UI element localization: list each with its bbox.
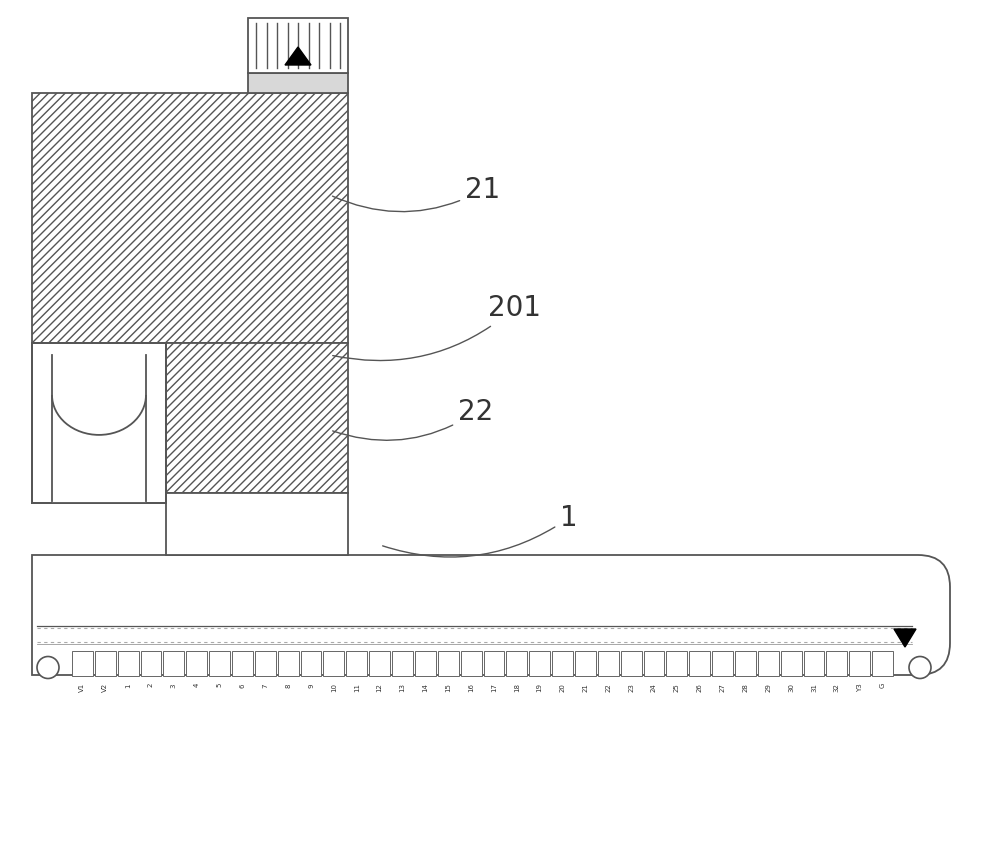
Bar — [552, 651, 573, 676]
Bar — [369, 651, 390, 676]
Bar — [95, 651, 116, 676]
Bar — [461, 651, 482, 676]
Text: 11: 11 — [354, 683, 360, 692]
Bar — [301, 651, 321, 676]
Bar — [209, 651, 230, 676]
Bar — [166, 343, 348, 493]
Bar — [186, 651, 207, 676]
Text: 25: 25 — [674, 683, 680, 692]
Text: 9: 9 — [308, 683, 314, 688]
Bar — [849, 651, 870, 676]
Bar — [32, 343, 166, 503]
Bar — [141, 651, 161, 676]
Text: 8: 8 — [285, 683, 291, 688]
Text: 1: 1 — [383, 504, 578, 557]
Text: 21: 21 — [333, 176, 500, 211]
Text: 29: 29 — [765, 683, 771, 692]
Text: 17: 17 — [491, 683, 497, 692]
Text: 19: 19 — [537, 683, 543, 692]
Text: Y3: Y3 — [857, 683, 863, 692]
Bar — [255, 651, 276, 676]
Bar — [438, 651, 459, 676]
Text: 2: 2 — [148, 683, 154, 687]
Text: 13: 13 — [399, 683, 405, 692]
Text: V2: V2 — [102, 683, 108, 692]
Bar — [712, 651, 733, 676]
Text: 16: 16 — [468, 683, 474, 692]
Text: 24: 24 — [651, 683, 657, 692]
Text: 18: 18 — [514, 683, 520, 692]
Text: 30: 30 — [788, 683, 794, 692]
Bar — [163, 651, 184, 676]
Text: 23: 23 — [628, 683, 634, 692]
Text: 7: 7 — [262, 683, 268, 688]
Bar — [346, 651, 367, 676]
PathPatch shape — [32, 555, 950, 675]
Bar — [621, 651, 642, 676]
Text: 22: 22 — [605, 683, 611, 692]
Text: G: G — [880, 683, 886, 689]
Bar — [529, 651, 550, 676]
Circle shape — [37, 657, 59, 679]
Bar — [52, 355, 146, 503]
Bar — [666, 651, 687, 676]
Bar — [758, 651, 779, 676]
Circle shape — [909, 657, 931, 679]
Bar — [735, 651, 756, 676]
Bar — [598, 651, 619, 676]
Text: 32: 32 — [834, 683, 840, 692]
Bar — [232, 651, 253, 676]
Text: 5: 5 — [217, 683, 223, 687]
Polygon shape — [285, 47, 311, 65]
Bar — [32, 93, 348, 343]
Text: 28: 28 — [742, 683, 748, 692]
Bar — [781, 651, 802, 676]
Bar — [248, 73, 348, 93]
Bar — [575, 651, 596, 676]
Text: 6: 6 — [239, 683, 245, 688]
Text: 27: 27 — [720, 683, 726, 692]
Bar — [415, 651, 436, 676]
Text: 31: 31 — [811, 683, 817, 692]
Text: 20: 20 — [560, 683, 566, 692]
Bar — [323, 651, 344, 676]
Bar — [166, 493, 348, 555]
Bar — [826, 651, 847, 676]
Text: 10: 10 — [331, 683, 337, 692]
Bar — [484, 651, 504, 676]
Bar — [872, 651, 893, 676]
Text: 26: 26 — [697, 683, 703, 692]
Text: 21: 21 — [582, 683, 588, 692]
Text: 4: 4 — [194, 683, 200, 687]
Bar — [118, 651, 139, 676]
Bar — [392, 651, 413, 676]
Bar — [248, 18, 348, 73]
Bar — [804, 651, 824, 676]
Text: 14: 14 — [422, 683, 428, 692]
Polygon shape — [894, 629, 916, 647]
Text: 12: 12 — [377, 683, 383, 692]
Text: 22: 22 — [333, 398, 493, 440]
Text: 201: 201 — [333, 294, 541, 360]
Bar — [644, 651, 664, 676]
Bar — [278, 651, 299, 676]
Text: V1: V1 — [79, 683, 85, 692]
Bar — [72, 651, 93, 676]
Bar — [689, 651, 710, 676]
Text: 3: 3 — [171, 683, 177, 688]
Text: 1: 1 — [125, 683, 131, 688]
Bar — [506, 651, 527, 676]
Text: 15: 15 — [445, 683, 451, 692]
